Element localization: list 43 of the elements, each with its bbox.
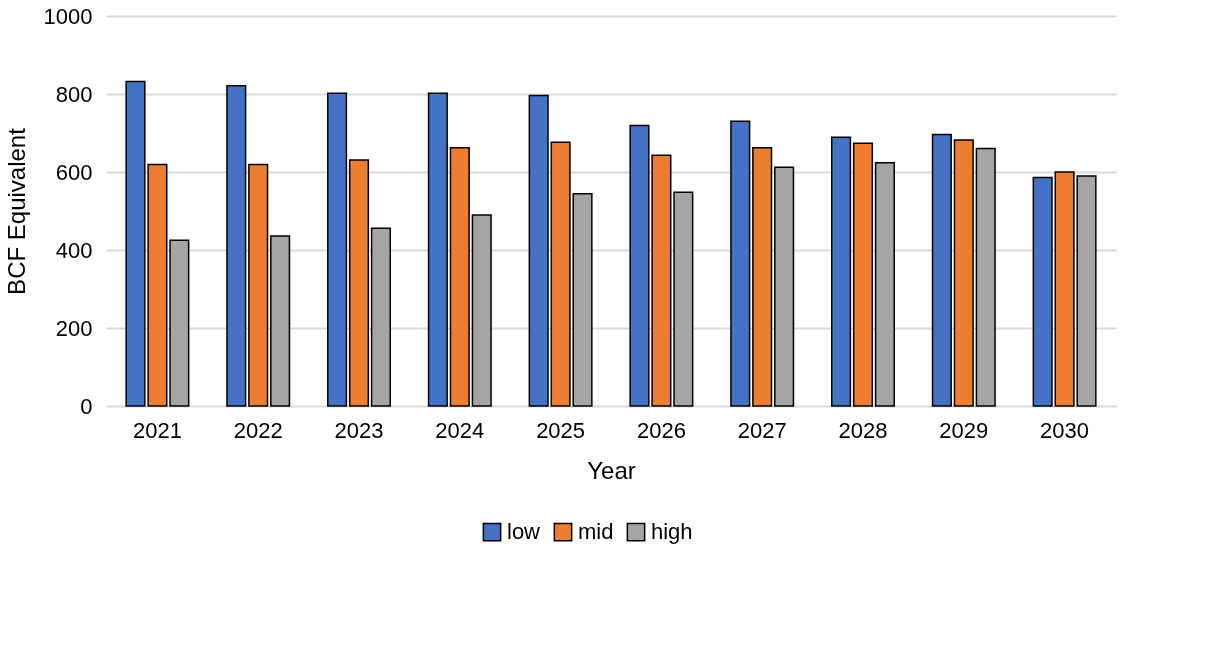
x-tick-label: 2029 (939, 417, 989, 443)
y-tick-label: 1000 (43, 3, 93, 29)
legend-label: low (507, 519, 541, 545)
bar (730, 120, 751, 407)
bar (226, 85, 247, 407)
legend-label: high (651, 519, 693, 545)
x-tick-label: 2030 (1040, 417, 1090, 443)
bar (874, 161, 895, 407)
y-axis-title: BCF Equivalent (2, 127, 30, 295)
x-tick-label: 2025 (536, 417, 586, 443)
x-tick-label: 2022 (233, 417, 283, 443)
bar (975, 147, 996, 407)
bar (774, 166, 795, 407)
y-tick-label: 400 (55, 237, 93, 263)
bar (270, 235, 291, 407)
bar (327, 92, 348, 407)
x-tick-label: 2028 (838, 417, 888, 443)
bar (831, 136, 852, 407)
x-axis-title: Year (587, 456, 636, 484)
bar (370, 227, 391, 407)
bar (427, 92, 448, 407)
bar (348, 159, 370, 407)
bar (528, 94, 549, 407)
x-tick-label: 2021 (132, 417, 182, 443)
y-tick-label: 0 (80, 393, 93, 419)
x-tick-label: 2024 (435, 417, 485, 443)
bar (953, 139, 974, 407)
x-tick-label: 2023 (334, 417, 384, 443)
legend-label: mid (578, 519, 614, 545)
bar (449, 147, 470, 407)
x-tick-label: 2026 (636, 417, 686, 443)
bar (752, 147, 773, 407)
bar (931, 133, 952, 407)
bar (673, 191, 694, 407)
bar (852, 142, 874, 407)
bar (169, 239, 190, 407)
bar (1032, 176, 1053, 407)
y-tick-label: 600 (55, 159, 93, 185)
y-tick-label: 200 (55, 315, 93, 341)
bar (248, 163, 269, 407)
bar (471, 214, 492, 407)
y-tick-label: 800 (55, 81, 93, 107)
x-tick-label: 2027 (737, 417, 787, 443)
